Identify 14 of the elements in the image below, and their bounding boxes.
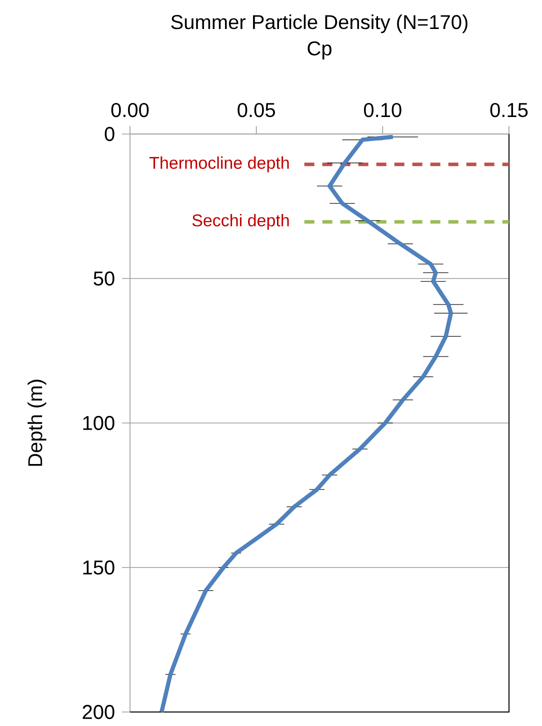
y-axis-title: Depth (m) (28, 380, 46, 466)
x-tick-label: 0.00 (111, 102, 149, 118)
x-tick-label: 0.15 (490, 102, 528, 118)
ref-line-label: Thermocline depth (149, 156, 289, 172)
y-tick-label: 100 (83, 416, 114, 430)
ref-line-label: Secchi depth (192, 214, 289, 230)
y-tick-label: 200 (82, 704, 114, 720)
x-axis-title: Cp (308, 41, 332, 60)
chart-title: Summer Particle Density (N=170) (171, 14, 468, 34)
x-tick-label: 0.10 (364, 102, 402, 118)
y-tick-label: 150 (83, 560, 114, 575)
x-tick-label: 0.05 (238, 102, 275, 118)
y-tick-label: 50 (94, 271, 114, 286)
y-tick-label: 0 (104, 126, 114, 142)
